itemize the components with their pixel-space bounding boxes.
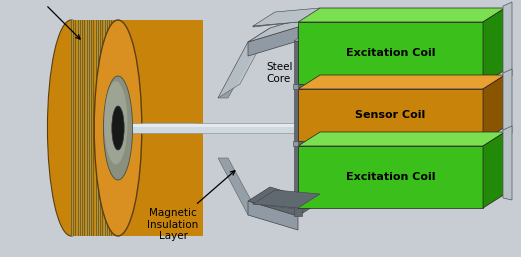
Bar <box>294 41 302 216</box>
Bar <box>71 20 72 236</box>
Bar <box>93 20 94 236</box>
Bar <box>98 20 99 236</box>
Polygon shape <box>483 132 505 208</box>
Polygon shape <box>293 84 298 89</box>
Bar <box>75 20 76 236</box>
Bar <box>107 20 108 236</box>
Polygon shape <box>248 27 298 56</box>
Ellipse shape <box>112 106 124 150</box>
Ellipse shape <box>47 20 95 236</box>
Bar <box>105 20 106 236</box>
Polygon shape <box>298 75 505 89</box>
Bar <box>80 20 81 236</box>
Ellipse shape <box>104 81 128 164</box>
Polygon shape <box>248 13 320 42</box>
Bar <box>109 20 110 236</box>
Text: Excitation Coil: Excitation Coil <box>346 172 435 182</box>
Bar <box>113 20 114 236</box>
Bar <box>118 123 308 133</box>
Ellipse shape <box>104 76 132 180</box>
Polygon shape <box>298 8 505 22</box>
Polygon shape <box>298 89 483 141</box>
Polygon shape <box>218 158 258 215</box>
Polygon shape <box>248 187 320 216</box>
Polygon shape <box>298 146 483 208</box>
Polygon shape <box>248 201 298 230</box>
Polygon shape <box>253 190 320 208</box>
Polygon shape <box>298 22 483 84</box>
Polygon shape <box>503 2 512 76</box>
Bar <box>116 20 117 236</box>
Polygon shape <box>218 42 258 98</box>
Bar <box>71 20 203 236</box>
Text: Steel
Core: Steel Core <box>266 62 292 84</box>
Bar <box>73 20 74 236</box>
Bar <box>118 124 308 127</box>
Polygon shape <box>503 126 512 200</box>
Polygon shape <box>218 28 270 98</box>
Polygon shape <box>503 69 512 133</box>
Bar <box>82 20 83 236</box>
Polygon shape <box>483 8 505 84</box>
Polygon shape <box>253 8 320 26</box>
Polygon shape <box>483 75 505 141</box>
Bar <box>91 20 92 236</box>
Bar <box>89 20 90 236</box>
Bar <box>77 20 78 236</box>
Bar <box>102 20 103 236</box>
Polygon shape <box>253 203 298 209</box>
Bar <box>85 20 86 236</box>
Polygon shape <box>253 21 298 27</box>
Bar <box>96 20 97 236</box>
Polygon shape <box>293 141 298 146</box>
Text: Sensor Coil: Sensor Coil <box>355 110 426 120</box>
Text: Rotor Bar: Rotor Bar <box>14 0 80 39</box>
Bar <box>100 20 101 236</box>
Text: Excitation Coil: Excitation Coil <box>346 48 435 58</box>
Polygon shape <box>294 27 324 41</box>
Bar <box>116 123 196 133</box>
Ellipse shape <box>94 20 142 236</box>
Polygon shape <box>298 132 505 146</box>
Text: Magnetic
Insulation
Layer: Magnetic Insulation Layer <box>147 171 235 241</box>
